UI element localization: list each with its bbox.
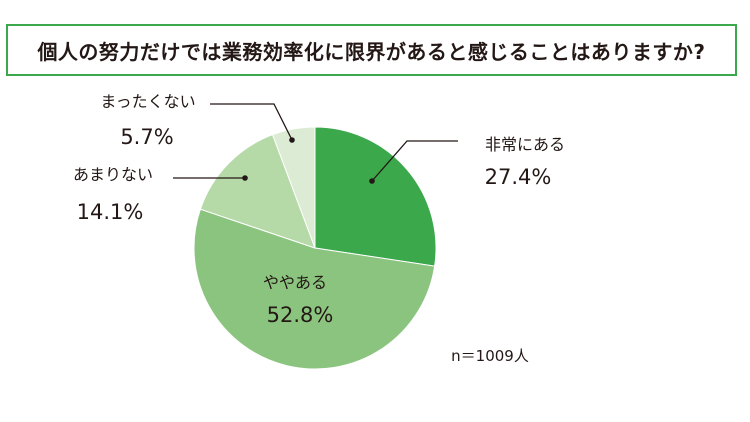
sample-size-note: n＝1009人: [451, 347, 529, 365]
pie-slice-2: [199, 134, 316, 249]
slice-name-0: 非常にある: [485, 135, 565, 154]
slice-name-2: あまりない: [73, 165, 153, 184]
pie-slice-1: [193, 208, 436, 370]
pie-slice-3: [271, 126, 316, 249]
leader-dot-1: [242, 175, 248, 181]
pie-slices: [193, 126, 437, 370]
slice-labels: 非常にある 27.4% ややある 52.8% あまりない 14.1% まったくな…: [73, 92, 565, 327]
leader-dot-2: [289, 137, 295, 143]
slice-value-1: 52.8%: [267, 303, 334, 327]
leader-lines: [173, 103, 458, 184]
leader-line-0: [371, 140, 458, 182]
slice-value-3: 5.7%: [120, 125, 173, 149]
slice-value-0: 27.4%: [485, 165, 552, 189]
slice-value-2: 14.1%: [77, 200, 144, 224]
leader-dot-0: [369, 178, 375, 184]
slice-name-3: まったくない: [100, 92, 195, 111]
pie-slice-0: [314, 126, 437, 267]
leader-line-2: [210, 103, 293, 141]
title-box: 個人の努力だけでは業務効率化に限界があると感じることはありますか?: [6, 24, 737, 76]
chart-title: 個人の努力だけでは業務効率化に限界があると感じることはありますか?: [37, 39, 706, 64]
slice-name-1: ややある: [263, 273, 327, 292]
